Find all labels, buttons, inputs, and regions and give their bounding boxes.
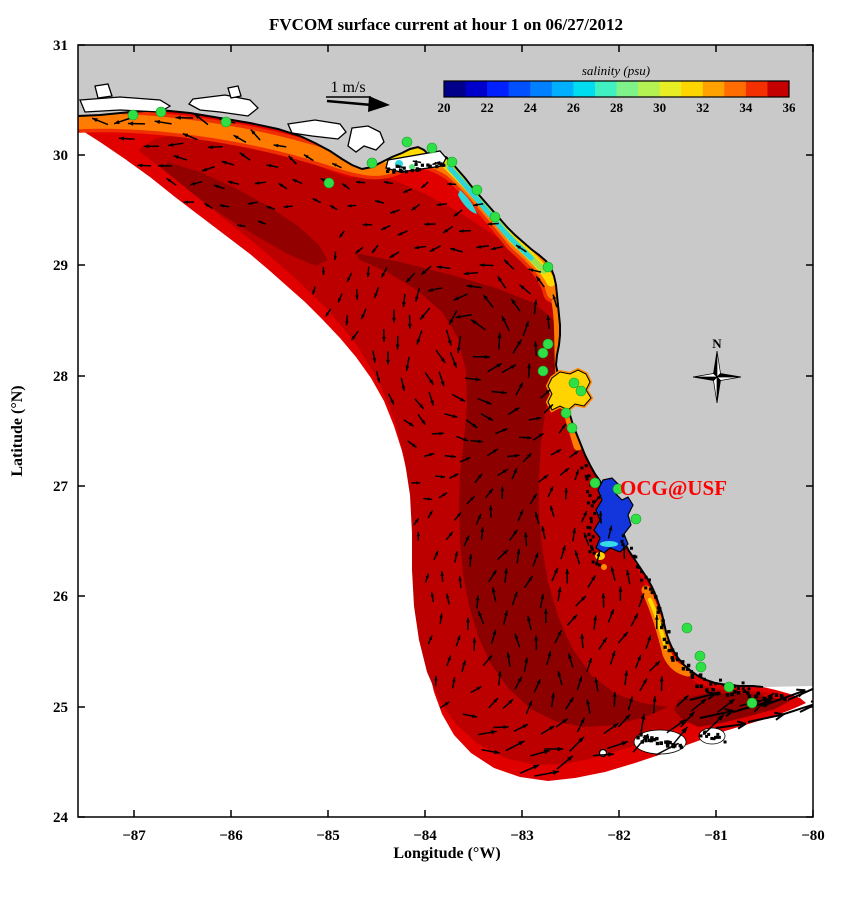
y-tick-label: 29 — [53, 258, 68, 274]
y-tick-label: 24 — [53, 810, 69, 826]
salinity-field — [78, 110, 806, 781]
x-tick-label: −82 — [607, 828, 631, 844]
station-markers — [127, 106, 758, 709]
y-tick-label: 30 — [53, 148, 68, 164]
x-axis-label: Longitude (°W) — [393, 845, 500, 862]
x-tick-label: −87 — [122, 828, 146, 844]
axes-frame: −87 −86 −85 −84 −83 −82 −81 −80 31 30 29 28 27 26 25 24 — [53, 38, 825, 844]
colorbar-tick-label: 22 — [481, 100, 494, 115]
y-axis-label: Latitude (°N) — [9, 385, 26, 476]
scale-arrow-head — [368, 96, 390, 112]
coastline — [78, 108, 764, 688]
colorbar-tick-label: 26 — [567, 100, 581, 115]
x-tick-label: −84 — [413, 828, 437, 844]
x-tick-label: −85 — [316, 828, 340, 844]
y-tick-label: 25 — [53, 700, 68, 716]
scale-arrow-label: 1 m/s — [330, 79, 365, 96]
colorbar-tick-label: 28 — [610, 100, 624, 115]
colorbar-tick-label: 32 — [696, 100, 709, 115]
y-tick-label: 27 — [53, 479, 69, 495]
scale-arrow — [326, 96, 390, 112]
compass-rose — [692, 350, 742, 404]
ocg-usf-annotation: OCG@USF — [620, 476, 727, 500]
colorbar-tick-label: 20 — [438, 100, 451, 115]
y-tick-label: 31 — [53, 38, 68, 54]
colorbar-tick-label: 36 — [783, 100, 797, 115]
colorbar-title: salinity (psu) — [582, 63, 650, 78]
y-tick-label: 26 — [53, 589, 69, 605]
x-tick-label: −80 — [801, 828, 825, 844]
x-tick-label: −83 — [510, 828, 534, 844]
x-tick-label: −86 — [219, 828, 243, 844]
colorbar-tick-label: 30 — [653, 100, 666, 115]
figure-title: FVCOM surface current at hour 1 on 06/27… — [269, 15, 623, 34]
colorbar-tick-label: 34 — [739, 100, 753, 115]
salinity-colorbar: 20 22 24 26 28 30 32 34 36 — [438, 80, 797, 115]
y-tick-label: 28 — [53, 369, 68, 385]
compass-n-label: N — [712, 336, 722, 351]
scale-arrow-shaft — [326, 99, 373, 107]
current-vector-arrows — [91, 113, 813, 777]
colorbar-tick-label: 24 — [524, 100, 538, 115]
x-tick-label: −81 — [704, 828, 728, 844]
